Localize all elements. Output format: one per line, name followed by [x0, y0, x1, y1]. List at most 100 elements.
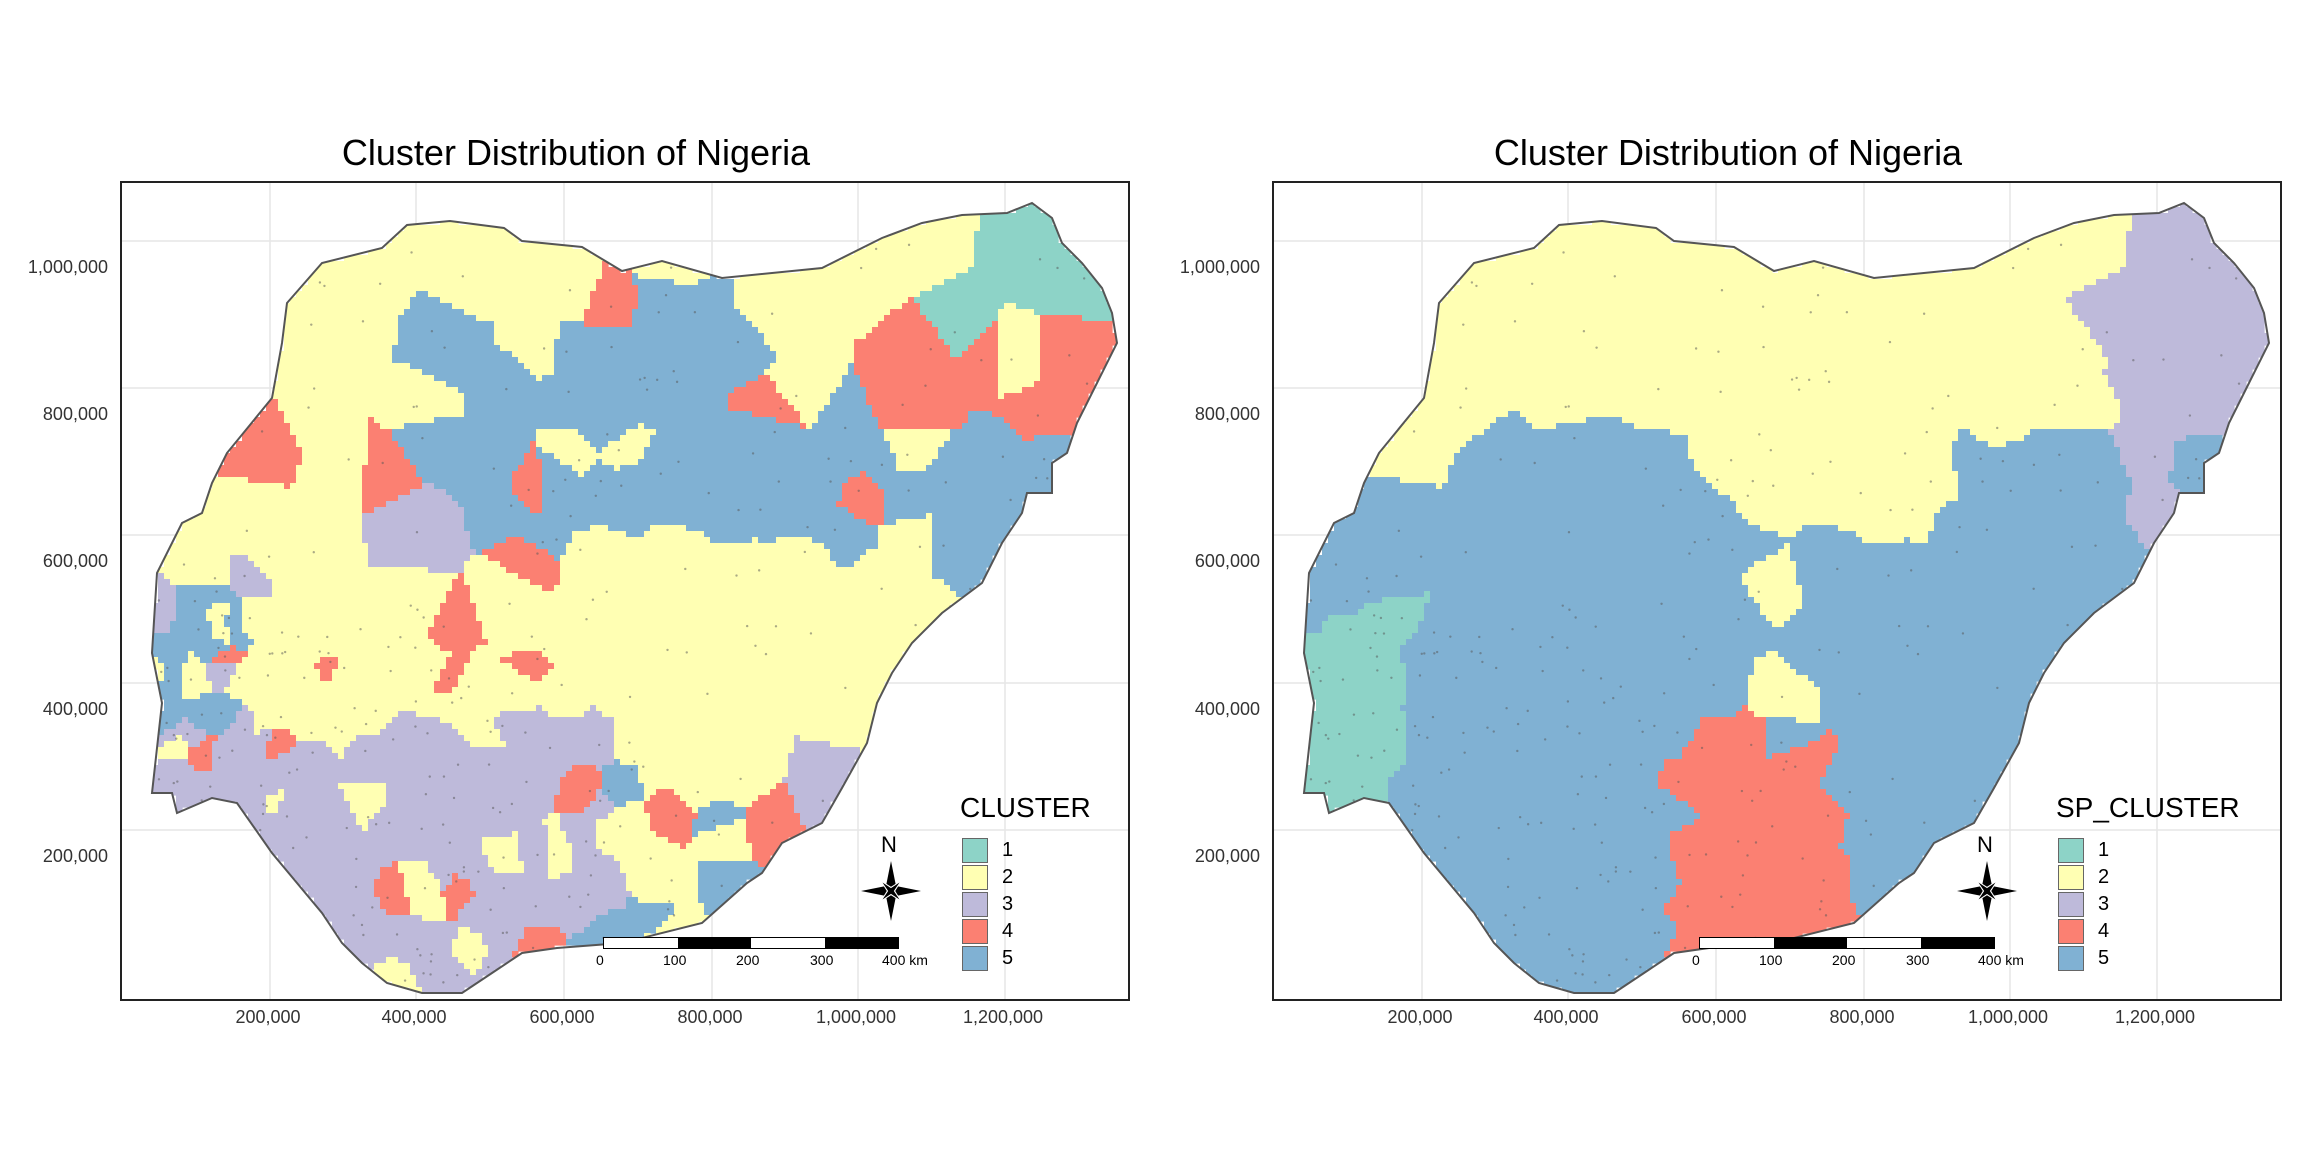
district-cell: [494, 237, 501, 244]
district-cell: [614, 309, 621, 316]
district-cell: [542, 447, 549, 454]
district-cell: [818, 351, 825, 358]
district-cell: [518, 375, 525, 382]
district-cell: [596, 411, 603, 418]
district-cell: [446, 279, 453, 286]
district-cell: [302, 351, 309, 358]
district-cell: [398, 357, 405, 364]
district-cell: [812, 459, 819, 466]
district-cell: [308, 357, 315, 364]
district-cell: [488, 315, 495, 322]
district-cell: [602, 285, 609, 292]
district-cell: [572, 273, 579, 280]
district-cell: [554, 255, 561, 262]
district-cell: [380, 411, 387, 418]
district-cell: [878, 399, 885, 406]
district-cell: [548, 345, 555, 352]
district-cell: [554, 375, 561, 382]
district-cell: [1004, 273, 1011, 280]
district-cell: [1034, 237, 1041, 244]
district-cell: [728, 423, 735, 430]
district-cell: [782, 399, 789, 406]
district-cell: [1034, 387, 1041, 394]
district-cell: [392, 321, 399, 328]
district-cell: [536, 345, 543, 352]
district-cell: [320, 351, 327, 358]
district-cell: [284, 333, 291, 340]
district-cell: [830, 441, 837, 448]
district-cell: [602, 447, 609, 454]
district-cell: [350, 315, 357, 322]
district-cell: [506, 405, 513, 412]
district-cell: [1052, 333, 1059, 340]
district-cell: [422, 369, 429, 376]
district-cell: [932, 327, 939, 334]
district-cell: [698, 339, 705, 346]
district-cell: [926, 387, 933, 394]
district-cell: [602, 297, 609, 304]
district-cell: [1022, 399, 1029, 406]
district-cell: [290, 345, 297, 352]
district-cell: [866, 321, 873, 328]
district-cell: [314, 327, 321, 334]
district-cell: [632, 327, 639, 334]
district-cell: [872, 357, 879, 364]
district-cell: [770, 381, 777, 388]
district-cell: [320, 291, 327, 298]
district-cell: [872, 279, 879, 286]
district-cell: [338, 297, 345, 304]
district-cell: [662, 345, 669, 352]
district-cell: [920, 255, 927, 262]
district-cell: [542, 267, 549, 274]
district-cell: [632, 405, 639, 412]
district-cell: [1076, 285, 1083, 292]
district-cell: [440, 327, 447, 334]
district-cell: [866, 369, 873, 376]
district-cell: [962, 297, 969, 304]
district-cell: [872, 387, 879, 394]
district-cell: [428, 429, 435, 436]
district-cell: [800, 291, 807, 298]
district-cell: [884, 249, 891, 256]
district-cell: [374, 345, 381, 352]
district-cell: [488, 303, 495, 310]
district-cell: [458, 423, 465, 430]
district-cell: [650, 429, 657, 436]
district-cell: [506, 249, 513, 256]
district-cell: [284, 411, 291, 418]
district-cell: [464, 459, 471, 466]
district-cell: [962, 249, 969, 256]
district-cell: [572, 357, 579, 364]
district-cell: [368, 255, 375, 262]
district-cell: [476, 459, 483, 466]
district-cell: [602, 351, 609, 358]
district-cell: [518, 309, 525, 316]
district-cell: [536, 375, 543, 382]
district-cell: [458, 231, 465, 238]
district-cell: [752, 279, 759, 286]
district-cell: [1070, 285, 1077, 292]
district-cell: [782, 345, 789, 352]
district-cell: [596, 291, 603, 298]
district-cell: [902, 357, 909, 364]
district-cell: [956, 453, 963, 460]
district-cell: [980, 381, 987, 388]
district-cell: [752, 375, 759, 382]
district-cell: [1064, 315, 1071, 322]
district-cell: [608, 267, 615, 274]
district-cell: [926, 273, 933, 280]
district-cell: [1028, 225, 1035, 232]
district-cell: [536, 339, 543, 346]
district-cell: [344, 399, 351, 406]
district-cell: [848, 273, 855, 280]
district-cell: [428, 393, 435, 400]
district-cell: [614, 327, 621, 334]
district-cell: [392, 303, 399, 310]
district-cell: [410, 231, 417, 238]
district-cell: [572, 381, 579, 388]
district-cell: [584, 333, 591, 340]
district-cell: [1046, 423, 1053, 430]
district-cell: [974, 333, 981, 340]
district-cell: [446, 447, 453, 454]
district-cell: [986, 441, 993, 448]
